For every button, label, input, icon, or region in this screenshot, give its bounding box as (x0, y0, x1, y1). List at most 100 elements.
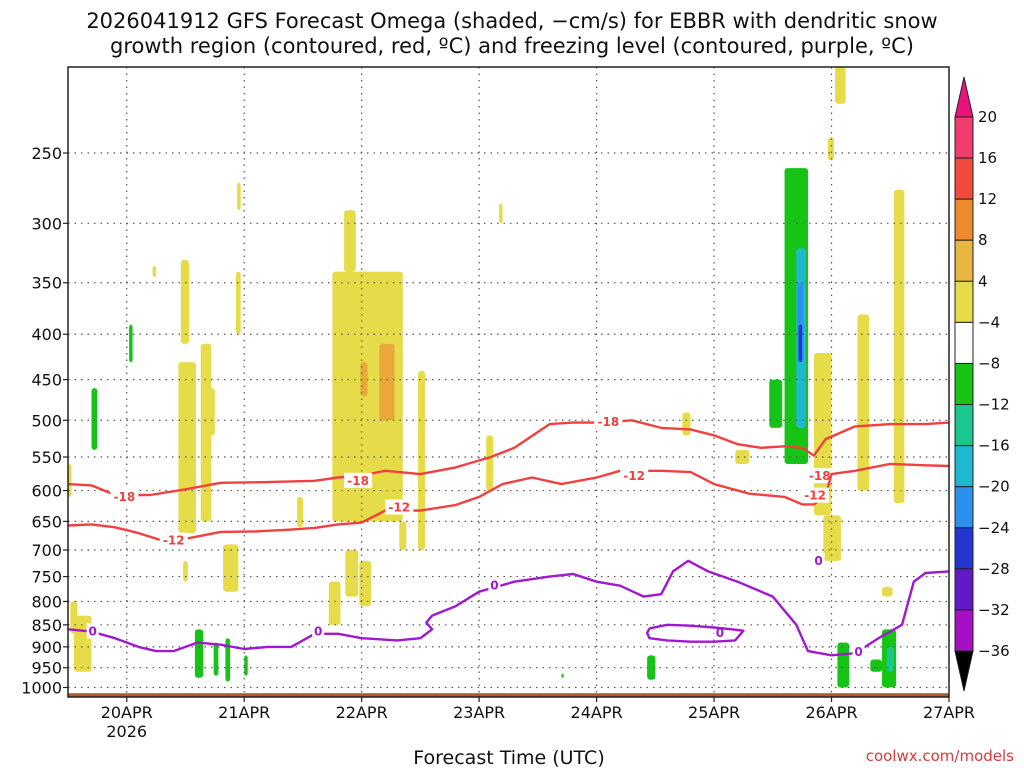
omega-region-yellow-day5.98 (828, 137, 834, 161)
omega-region-yellow-day1.88-low (345, 549, 359, 597)
y-tick-label-450: 450 (31, 371, 62, 390)
y-tick-label-950: 950 (31, 659, 62, 678)
y-tick-label-500: 500 (31, 411, 62, 430)
colorbar-band-5 (954, 321, 974, 364)
x-tick-label-24APR: 24APR (571, 703, 623, 722)
omega-region-yellow-day3.08 (486, 435, 494, 491)
omega-region-yellow-col-day0.6b (200, 343, 212, 522)
zero-freezing-contour-label-bg-1 (312, 623, 325, 639)
minus-12-contour-label-3: -12 (804, 489, 826, 503)
omega-region-green-day0.75 (213, 642, 219, 676)
x-tick-sublabel-20APR: 2026 (106, 722, 147, 741)
zero-freezing-contour-label-bg-0 (86, 623, 99, 639)
zero-freezing-contour-label-bg-4 (852, 643, 865, 659)
colorbar-label-6: −8 (978, 354, 1000, 372)
colorbar-label-12: −32 (978, 601, 1010, 619)
zero-freezing-contour-label-1: 0 (314, 625, 322, 639)
zero-freezing-contour-label-2: 0 (490, 579, 498, 593)
omega-region-yellow-day0.85-low (223, 544, 239, 592)
omega-region-orange-day2.0 (360, 362, 368, 397)
colorbar-band-7 (954, 404, 974, 447)
omega-region-yellow-day5.95b (823, 515, 841, 561)
omega-region-green-day6.1 (837, 642, 850, 688)
omega-region-yellow-day0.5-low (183, 560, 188, 582)
colorbar-label-2: 12 (978, 190, 997, 208)
y-tick-label-800: 800 (31, 592, 62, 611)
zero-freezing-contour-label-0: 0 (88, 625, 96, 639)
ground-layer (68, 693, 949, 697)
omega-region-yellow-top-day1.9 (344, 210, 356, 272)
colorbar-band-11 (954, 568, 974, 611)
colorbar-label-8: −16 (978, 437, 1010, 455)
chart-title-line1: 2026041912 GFS Forecast Omega (shaded, −… (86, 9, 937, 33)
minus-18-contour-label-2: -18 (598, 415, 620, 429)
credit-text: coolwx.com/models (866, 747, 1014, 765)
omega-region-yellow-day2.5 (418, 370, 426, 550)
colorbar-band-10 (954, 527, 974, 570)
omega-region-yellow-col-day0.5 (180, 260, 189, 344)
y-tick-label-1000: 1000 (21, 678, 62, 697)
colorbar-band-3 (954, 239, 974, 282)
minus-18-contour-label-bg-3 (805, 468, 834, 484)
omega-region-yellow-day4.75 (682, 412, 691, 436)
colorbar: 20 16 12 8 4 −4 −8 −12 −16 −20 −24 −28 −32 −36 (954, 76, 1010, 692)
colorbar-band-0 (954, 116, 974, 159)
colorbar-top-triangle (954, 76, 974, 118)
omega-region-yellow-dot-day0 (152, 265, 157, 278)
plot-frame (67, 66, 950, 698)
colorbar-label-10: −24 (978, 519, 1010, 537)
y-tick-label-750: 750 (31, 568, 62, 587)
minus-12-contour-label-bg-1 (385, 499, 414, 515)
omega-region-darkblue-day5.7 (798, 324, 803, 363)
minus-18-contour-label-3: -18 (809, 469, 831, 483)
colorbar-label-11: −28 (978, 560, 1010, 578)
y-tick-label-550: 550 (31, 448, 62, 467)
omega-region-yellow-day1.75-low (328, 581, 341, 625)
x-tick-label-20APR: 20APR (101, 703, 153, 722)
omega-region-yellow-day6.55 (893, 189, 905, 504)
minus-18-contour-line (67, 419, 950, 497)
omega-region-cyan-day6.5 (886, 646, 894, 672)
omega-region-green-day5.5 (769, 379, 783, 428)
y-tick-label-350: 350 (31, 274, 62, 293)
y-tick-label-600: 600 (31, 482, 62, 501)
y-tick-label-900: 900 (31, 638, 62, 657)
y-axis: 250 300 350 400 450 500 550 600 650 700 750 800 850 9… (21, 144, 68, 697)
colorbar-band-8 (954, 445, 974, 488)
omega-region-yellow-day2.35 (399, 521, 407, 550)
y-tick-label-400: 400 (31, 325, 62, 344)
colorbar-band-1 (954, 157, 974, 200)
y-tick-label-250: 250 (31, 144, 62, 163)
omega-region-green-day0.85 (225, 638, 231, 682)
omega-region-orange-day2.2 (379, 343, 395, 421)
x-tick-label-22APR: 22APR (336, 703, 388, 722)
grid-layer (68, 67, 949, 697)
omega-region-yellow-day6.05 (835, 67, 846, 104)
minus-12-contour-label-bg-3 (801, 487, 830, 503)
y-tick-label-300: 300 (31, 214, 62, 233)
colorbar-label-13: −36 (978, 642, 1010, 660)
x-tick-label-26APR: 26APR (805, 703, 857, 722)
colorbar-label-3: 8 (978, 231, 988, 249)
zero-freezing-contour-label-5: 0 (814, 554, 822, 568)
minus-12-contour-label-bg-0 (159, 532, 188, 548)
y-tick-label-650: 650 (31, 512, 62, 531)
minus-18-contour-label-1: -18 (347, 474, 369, 488)
colorbar-band-4 (954, 280, 974, 323)
zero-freezing-contour-label-bg-5 (812, 552, 825, 568)
omega-region-yellow-day1.47 (297, 496, 303, 528)
zero-freezing-contour-label-3: 0 (716, 626, 724, 640)
minus-12-contour-label-1: -12 (388, 501, 410, 515)
contour-layer: -18 -18 -18 -18 -12 -12 -12 -12 0 0 0 0 0 0 (67, 413, 950, 659)
omega-region-yellow-col-day0.95 (235, 271, 241, 335)
x-tick-label-23APR: 23APR (453, 703, 505, 722)
omega-region-yellow-col-day0-left (68, 463, 72, 497)
omega-region-yellow-col-day0.75 (206, 388, 215, 436)
omega-region-yellow-day0-lower (70, 601, 78, 634)
colorbar-label-7: −12 (978, 396, 1010, 414)
colorbar-bottom-triangle (954, 650, 974, 692)
colorbar-label-9: −20 (978, 478, 1010, 496)
omega-region-yellow-col-day0.6a (178, 362, 197, 534)
y-tick-label-850: 850 (31, 616, 62, 635)
